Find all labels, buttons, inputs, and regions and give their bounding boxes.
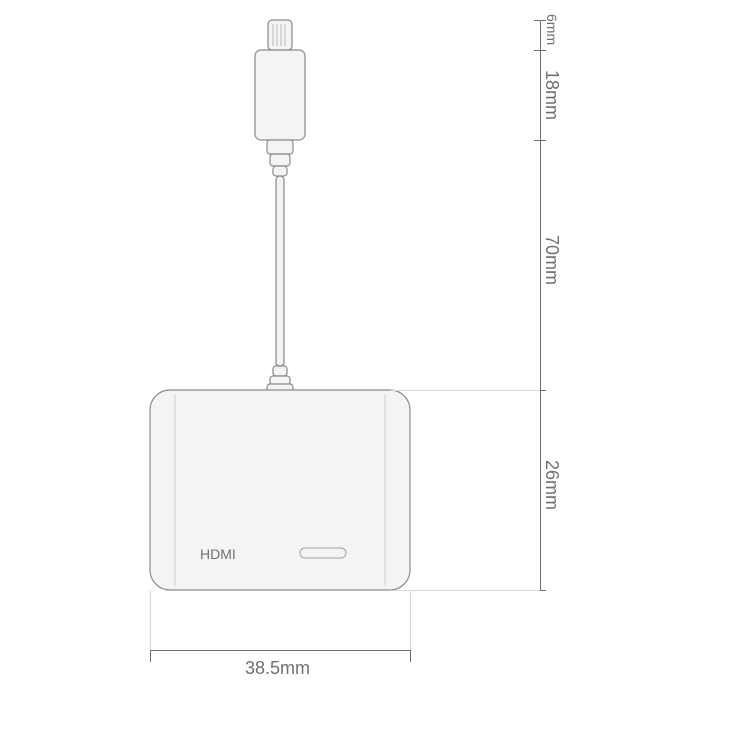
dim-cable-label: 70mm [541,235,562,285]
dim-cap [410,650,411,662]
ext-line [390,390,540,391]
dim-line-width [150,650,410,651]
dim-body-label: 26mm [541,460,562,510]
diagram-stage: HDMI 6mm 18mm 70mm 26mm 38.5mm [0,0,750,750]
dim-plug-label: 18mm [541,70,562,120]
ext-line [390,590,540,591]
product-illustration [0,0,750,750]
dim-width-label: 38.5mm [245,658,310,679]
ext-line [410,590,411,650]
ext-line [150,590,151,650]
dim-tip-label: 6mm [544,14,560,45]
dim-cap [150,650,151,662]
hdmi-port-label: HDMI [200,546,236,562]
